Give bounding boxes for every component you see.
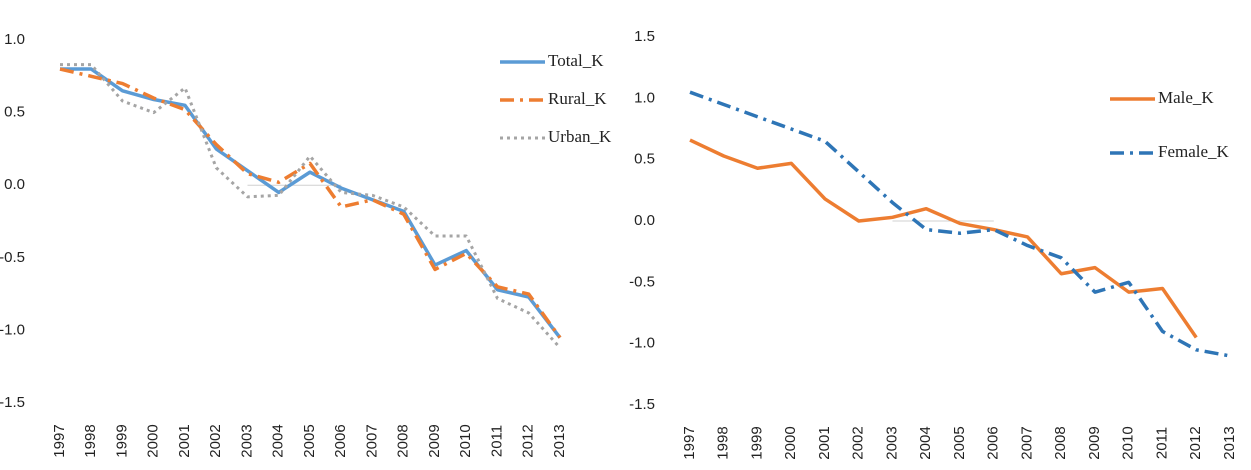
x-tick-label: 2008 [395,424,412,457]
x-tick-label: 1997 [681,426,698,459]
y-tick-label: -0.5 [0,249,25,266]
x-tick-label: 2004 [917,426,934,459]
x-tick-label: 2001 [176,424,193,457]
y-tick-label: 1.0 [4,31,25,48]
y-tick-label: 0.0 [4,176,25,193]
legend-label: Urban_K [548,127,612,146]
x-tick-label: 1999 [748,426,765,459]
x-tick-label: 1998 [715,426,732,459]
x-tick-label: 2003 [883,426,900,459]
series-line [689,90,1231,358]
y-tick-label: -1.5 [0,394,25,411]
legend-label: Male_K [1158,88,1214,107]
x-tick-label: 2012 [1187,426,1204,459]
series-line [60,63,562,349]
series-line [60,67,562,339]
y-tick-label: 1.0 [634,89,655,106]
x-tick-label: 1998 [82,424,99,457]
x-tick-label: 2002 [850,426,867,459]
x-tick-label: 2000 [782,426,799,459]
x-tick-label: 1997 [51,424,68,457]
y-tick-label: 0.5 [634,151,655,168]
y-tick-label: 0.0 [634,212,655,229]
x-tick-label: 2006 [985,426,1002,459]
y-tick-label: -1.5 [629,396,655,413]
x-tick-label: 2004 [270,424,287,457]
x-tick-label: 2013 [1221,426,1238,459]
x-tick-label: 2008 [1052,426,1069,459]
x-tick-label: 2010 [457,424,474,457]
x-tick-label: 2001 [816,426,833,459]
series-line [689,138,1198,339]
x-tick-label: 2002 [207,424,224,457]
legend-label: Female_K [1158,142,1230,161]
y-tick-label: 1.5 [634,28,655,45]
x-tick-label: 2005 [301,424,318,457]
y-tick-label: -1.0 [629,335,655,352]
x-tick-label: 2007 [363,424,380,457]
x-tick-label: 1999 [113,424,130,457]
x-tick-label: 2013 [551,424,568,457]
x-tick-label: 2009 [426,424,443,457]
x-tick-label: 2006 [332,424,349,457]
legend-label: Total_K [548,51,604,70]
legend-label: Rural_K [548,89,607,108]
y-tick-label: 0.5 [4,104,25,121]
x-tick-label: 2000 [145,424,162,457]
y-tick-label: -0.5 [629,273,655,290]
y-tick-label: -1.0 [0,321,25,338]
x-tick-label: 2009 [1086,426,1103,459]
x-tick-label: 2005 [951,426,968,459]
x-tick-label: 2012 [520,424,537,457]
series-line [59,67,562,339]
x-tick-label: 2011 [488,425,505,457]
x-tick-label: 2010 [1120,426,1137,459]
x-tick-label: 2011 [1153,427,1170,459]
x-tick-label: 2003 [238,424,255,457]
x-tick-label: 2007 [1018,426,1035,459]
